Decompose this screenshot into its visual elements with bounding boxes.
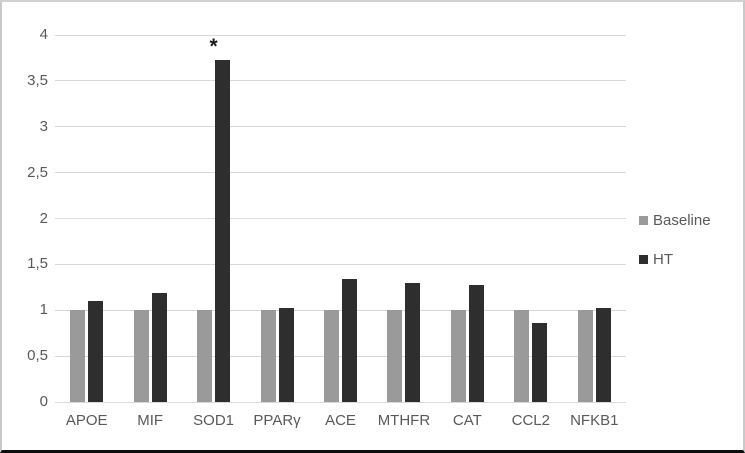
bar-baseline-MTHFR (387, 310, 403, 402)
significance-asterisk: * (209, 34, 218, 58)
gridline (55, 263, 626, 265)
legend-label-ht: HT (653, 250, 673, 268)
bar-baseline-ACE (324, 310, 339, 402)
baseline-swatch-icon (639, 215, 648, 225)
x-category-label: MTHFR (377, 412, 431, 429)
ht-swatch-icon (639, 254, 648, 264)
gridline (55, 172, 626, 174)
y-tick-label: 3 (39, 117, 48, 135)
x-category-label: SOD1 (193, 412, 235, 429)
y-tick-label: 3,5 (27, 71, 48, 89)
y-tick-label: 2 (39, 209, 48, 227)
x-category-label: CAT (452, 412, 482, 429)
bar-baseline-NFKB1 (577, 310, 593, 402)
y-tick-label: 4 (39, 26, 48, 43)
legend-item-ht: HT (639, 248, 711, 270)
y-tick-label: 1,5 (27, 255, 48, 273)
gridline (55, 126, 626, 128)
bar-baseline-MIF (133, 310, 149, 402)
x-category-label: CCL2 (511, 412, 550, 429)
bar-ht-NFKB1 (595, 308, 611, 402)
bar-baseline-CCL2 (514, 310, 530, 402)
y-tick-label: 0 (39, 393, 48, 410)
bar-ht-MIF (151, 292, 167, 402)
gridline (55, 309, 626, 311)
y-tick-label: 0,5 (27, 347, 48, 365)
bar-ht-MTHFR (405, 282, 421, 402)
x-category-label: PPARγ (253, 412, 301, 429)
bar-ht-CCL2 (532, 323, 548, 402)
bar-ht-SOD1 (215, 59, 231, 402)
bar-ht-CAT (468, 285, 484, 402)
gridline (55, 355, 626, 357)
y-tick-label: 1 (39, 301, 48, 319)
x-category-label: ACE (325, 412, 356, 429)
x-category-label: MIF (137, 412, 164, 429)
bar-baseline-APOE (70, 310, 86, 402)
x-category-label: APOE (65, 412, 108, 429)
bar-baseline-SOD1 (197, 310, 213, 402)
gridline (55, 401, 626, 403)
bar-ht-PPARγ (278, 308, 294, 402)
x-category-label: NFKB1 (570, 412, 619, 429)
gridline (55, 218, 626, 219)
y-tick-label: 2,5 (27, 163, 48, 181)
legend: Baseline HT (639, 209, 711, 270)
legend-item-baseline: Baseline (639, 209, 711, 231)
bar-ht-APOE (88, 301, 104, 402)
bar-baseline-PPARγ (260, 310, 276, 402)
bar-baseline-CAT (450, 310, 466, 402)
legend-label-baseline: Baseline (653, 211, 711, 229)
gridline (55, 80, 626, 82)
gridline (55, 34, 626, 36)
bar-ht-ACE (342, 279, 357, 402)
